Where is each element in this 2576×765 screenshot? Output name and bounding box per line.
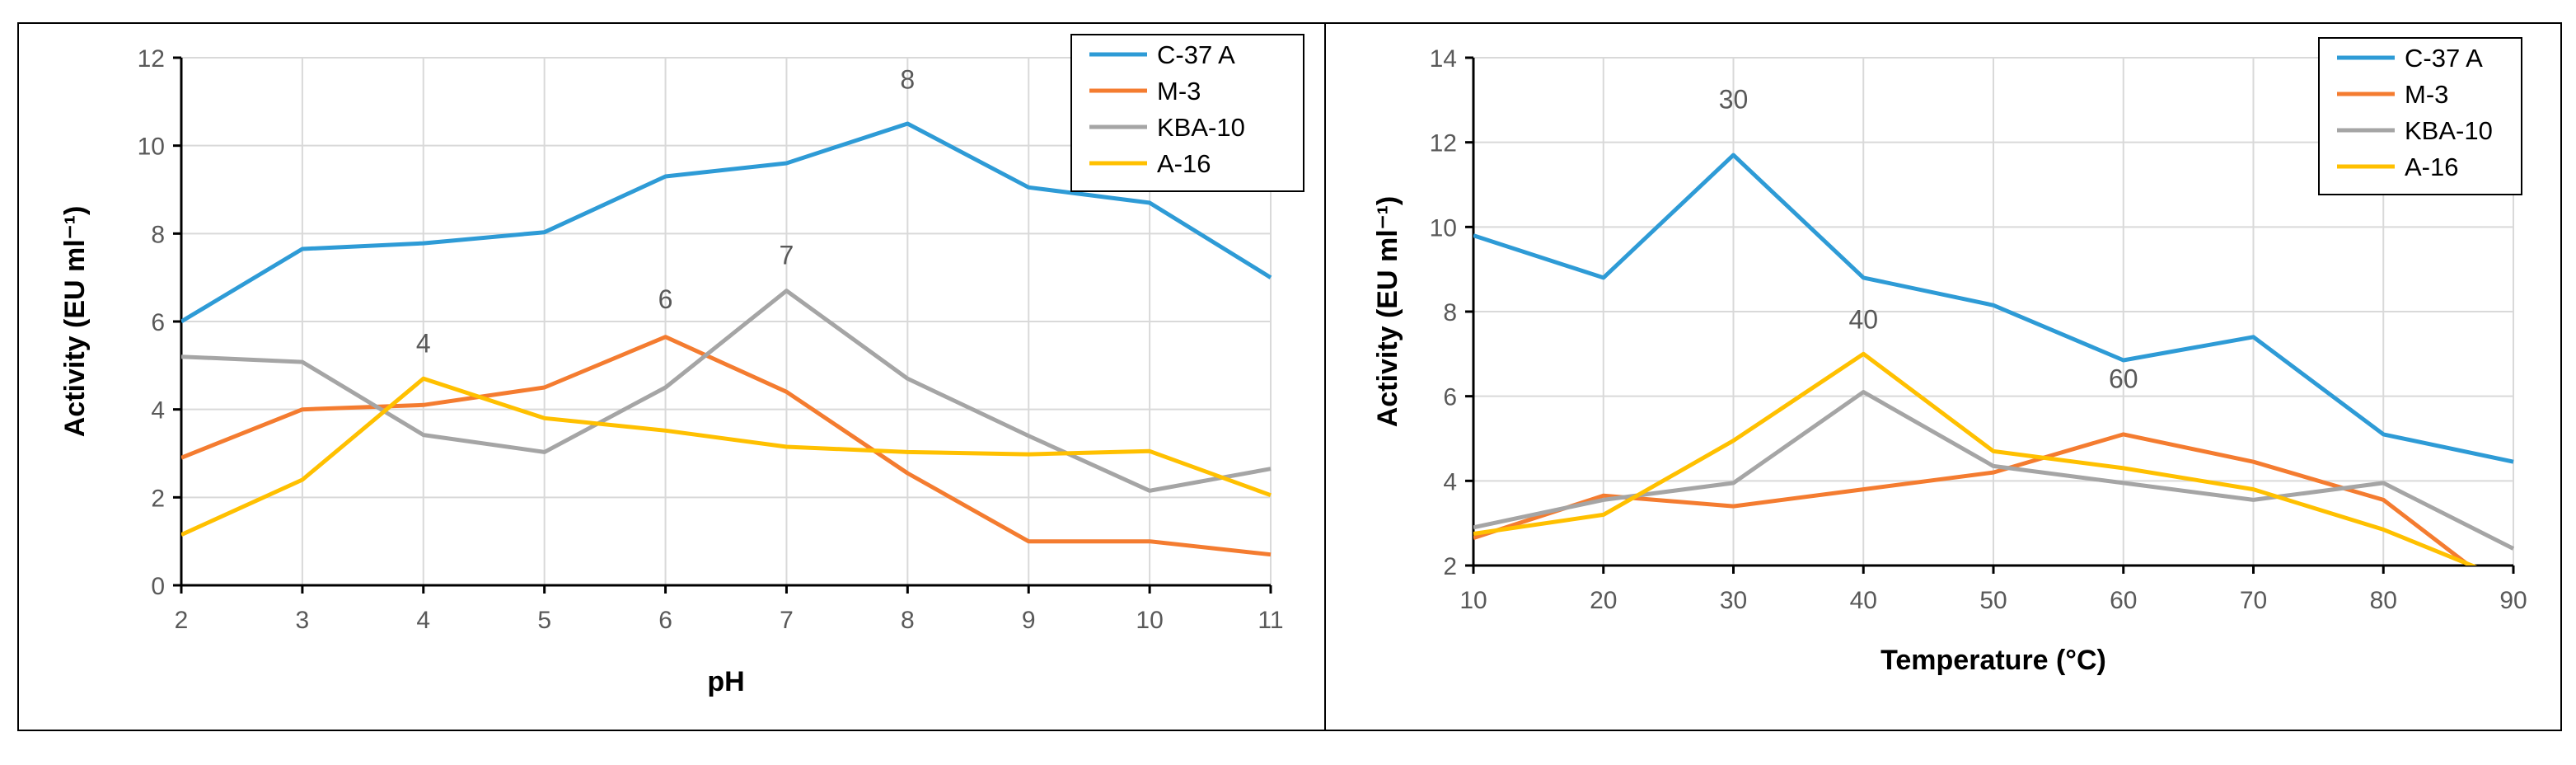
series-line-kba-10 xyxy=(181,289,1272,493)
x-tick-label: 10 xyxy=(1459,587,1487,614)
x-tick-label: 70 xyxy=(2240,587,2267,614)
peak-annotation: 7 xyxy=(780,241,794,270)
series-line-a-16 xyxy=(181,376,1272,537)
peak-annotation: 6 xyxy=(658,284,673,314)
x-tick-label: 3 xyxy=(296,607,310,634)
y-tick-label: 0 xyxy=(151,573,165,600)
y-tick-label: 10 xyxy=(1430,214,1457,242)
x-tick-label: 7 xyxy=(780,607,794,634)
legend-label: M-3 xyxy=(1157,77,1201,106)
y-tick-label: 8 xyxy=(1443,299,1457,326)
y-tick-label: 2 xyxy=(1443,553,1457,580)
y-tick-label: 6 xyxy=(151,309,165,336)
right-panel-frame xyxy=(1324,22,2562,731)
legend-label: KBA-10 xyxy=(2405,116,2493,145)
x-tick-label: 11 xyxy=(1258,607,1283,634)
x-tick-label: 2 xyxy=(175,607,189,634)
y-tick-label: 6 xyxy=(1443,384,1457,411)
x-tick-label: 90 xyxy=(2499,587,2527,614)
x-axis-title: pH xyxy=(707,666,744,697)
legend-label: A-16 xyxy=(1157,149,1211,178)
y-tick-label: 2 xyxy=(151,485,165,512)
y-tick-label: 4 xyxy=(151,397,165,425)
legend-label: C-37 A xyxy=(2405,44,2483,73)
series-line-kba-10 xyxy=(1473,390,2515,551)
y-tick-label: 14 xyxy=(1430,45,1457,73)
peak-annotation: 30 xyxy=(1719,85,1749,115)
y-tick-label: 4 xyxy=(1443,468,1457,495)
legend-label: C-37 A xyxy=(1157,40,1235,69)
y-tick-label: 12 xyxy=(1430,130,1457,157)
peak-annotation: 8 xyxy=(900,64,915,94)
x-tick-label: 60 xyxy=(2110,587,2137,614)
series-line-a-16 xyxy=(1473,351,2478,566)
x-axis-title: Temperature (°C) xyxy=(1880,645,2106,676)
peak-annotation: 60 xyxy=(2109,364,2138,393)
x-tick-label: 40 xyxy=(1850,587,1877,614)
y-axis-title: Activity (EU ml⁻¹) xyxy=(1372,196,1403,428)
x-tick-label: 5 xyxy=(537,607,551,634)
y-tick-label: 10 xyxy=(138,134,165,161)
x-tick-label: 50 xyxy=(1979,587,2007,614)
y-axis-title: Activity (EU ml⁻¹) xyxy=(59,206,91,438)
y-tick-label: 12 xyxy=(138,45,165,73)
x-tick-label: 20 xyxy=(1590,587,1617,614)
x-tick-label: 80 xyxy=(2370,587,2397,614)
legend-box xyxy=(1070,34,1304,192)
peak-annotation: 4 xyxy=(416,328,431,358)
legend-label: KBA-10 xyxy=(1157,113,1245,142)
x-tick-label: 9 xyxy=(1022,607,1036,634)
series-line-c-37-a xyxy=(1473,153,2514,464)
y-tick-label: 8 xyxy=(151,221,165,248)
legend-label: A-16 xyxy=(2405,153,2458,181)
series-line-m-3 xyxy=(181,335,1272,557)
x-tick-label: 4 xyxy=(416,607,430,634)
x-tick-label: 6 xyxy=(658,607,672,634)
temperature-activity-chart: 2 4 6 8 10 12 14 10 20 30 40 50 60 70 80 90 Temperature … xyxy=(1372,37,2527,676)
peak-annotation: 40 xyxy=(1848,305,1878,335)
x-tick-label: 10 xyxy=(1136,607,1163,634)
series-line-c-37-a xyxy=(181,121,1272,324)
x-tick-label: 8 xyxy=(901,607,915,634)
legend-label: M-3 xyxy=(2405,80,2448,109)
x-tick-label: 30 xyxy=(1720,587,1747,614)
